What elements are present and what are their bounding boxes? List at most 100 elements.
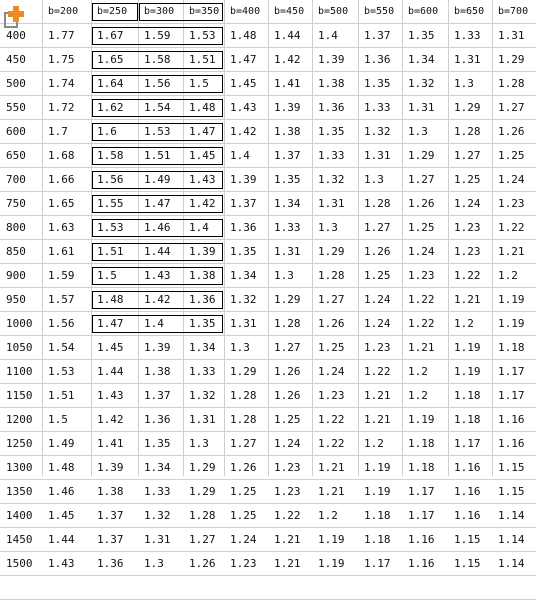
table-cell: 1.64 xyxy=(97,77,124,90)
row-header: 1200 xyxy=(6,413,33,426)
table-cell: 1.38 xyxy=(97,485,124,498)
table-cell: 1.5 xyxy=(189,77,209,90)
table-cell: 1.26 xyxy=(318,317,345,330)
row-header: 1250 xyxy=(6,437,33,450)
table-cell: 1.27 xyxy=(230,437,257,450)
table-cell: 1.16 xyxy=(498,413,525,426)
table-cell: 1.34 xyxy=(230,269,257,282)
table-cell: 1.29 xyxy=(408,149,435,162)
table-cell: 1.24 xyxy=(318,365,345,378)
table-cell: 1.15 xyxy=(454,533,481,546)
table-cell: 1.45 xyxy=(230,77,257,90)
table-cell: 1.31 xyxy=(498,29,525,42)
column-header: b=400 xyxy=(230,6,261,17)
table-cell: 1.35 xyxy=(144,437,171,450)
row-header: 1050 xyxy=(6,341,33,354)
table-cell: 1.31 xyxy=(318,197,345,210)
table-cell: 1.2 xyxy=(318,509,338,522)
table-cell: 1.35 xyxy=(364,77,391,90)
grid-line-vertical xyxy=(224,0,225,476)
table-cell: 1.75 xyxy=(48,53,75,66)
table-cell: 1.48 xyxy=(48,461,75,474)
row-header: 950 xyxy=(6,293,26,306)
table-cell: 1.14 xyxy=(498,509,525,522)
table-cell: 1.32 xyxy=(230,293,257,306)
table-cell: 1.26 xyxy=(274,365,301,378)
table-cell: 1.29 xyxy=(454,101,481,114)
table-cell: 1.17 xyxy=(408,509,435,522)
table-cell: 1.37 xyxy=(364,29,391,42)
table-cell: 1.27 xyxy=(498,101,525,114)
table-cell: 1.77 xyxy=(48,29,75,42)
table-cell: 1.44 xyxy=(48,533,75,546)
table-cell: 1.19 xyxy=(408,413,435,426)
row-highlight-box xyxy=(92,123,223,141)
table-cell: 1.2 xyxy=(408,389,428,402)
row-header: 1150 xyxy=(6,389,33,402)
table-cell: 1.65 xyxy=(97,53,124,66)
table-cell: 1.58 xyxy=(97,149,124,162)
table-cell: 1.57 xyxy=(48,293,75,306)
row-header: 700 xyxy=(6,173,26,186)
table-cell: 1.32 xyxy=(318,173,345,186)
table-cell: 1.31 xyxy=(408,101,435,114)
table-cell: 1.63 xyxy=(48,221,75,234)
table-cell: 1.44 xyxy=(274,29,301,42)
table-cell: 1.23 xyxy=(274,485,301,498)
table-cell: 1.37 xyxy=(230,197,257,210)
table-cell: 1.19 xyxy=(364,461,391,474)
table-cell: 1.45 xyxy=(189,149,216,162)
table-cell: 1.14 xyxy=(498,557,525,570)
table-cell: 1.28 xyxy=(274,317,301,330)
table-cell: 1.31 xyxy=(364,149,391,162)
grid-line-vertical xyxy=(312,0,313,476)
table-cell: 1.48 xyxy=(230,29,257,42)
table-cell: 1.22 xyxy=(318,437,345,450)
table-cell: 1.26 xyxy=(498,125,525,138)
table-cell: 1.15 xyxy=(498,485,525,498)
table-cell: 1.41 xyxy=(97,437,124,450)
table-cell: 1.54 xyxy=(48,341,75,354)
table-cell: 1.34 xyxy=(274,197,301,210)
table-cell: 1.24 xyxy=(364,317,391,330)
table-cell: 1.36 xyxy=(97,557,124,570)
row-highlight-box xyxy=(92,171,223,189)
table-cell: 1.53 xyxy=(144,125,171,138)
table-cell: 1.62 xyxy=(97,101,124,114)
row-header: 1100 xyxy=(6,365,33,378)
table-cell: 1.67 xyxy=(97,29,124,42)
column-header: b=250 xyxy=(97,6,128,17)
table-cell: 1.17 xyxy=(498,389,525,402)
row-highlight-box xyxy=(92,243,223,261)
table-cell: 1.3 xyxy=(230,341,250,354)
table-cell: 1.49 xyxy=(144,173,171,186)
table-cell: 1.26 xyxy=(408,197,435,210)
table-cell: 1.35 xyxy=(189,317,216,330)
table-cell: 1.22 xyxy=(274,509,301,522)
table-cell: 1.23 xyxy=(454,245,481,258)
row-header: 1000 xyxy=(6,317,33,330)
table-cell: 1.21 xyxy=(364,413,391,426)
row-highlight-box xyxy=(92,75,223,93)
row-highlight-box xyxy=(92,219,223,237)
table-cell: 1.19 xyxy=(318,533,345,546)
table-cell: 1.3 xyxy=(274,269,294,282)
table-cell: 1.56 xyxy=(48,317,75,330)
table-cell: 1.16 xyxy=(454,485,481,498)
table-cell: 1.34 xyxy=(189,341,216,354)
table-cell: 1.61 xyxy=(48,245,75,258)
table-cell: 1.36 xyxy=(318,101,345,114)
table-cell: 1.33 xyxy=(318,149,345,162)
table-cell: 1.18 xyxy=(498,341,525,354)
table-cell: 1.42 xyxy=(144,293,171,306)
table-cell: 1.2 xyxy=(364,437,384,450)
table-cell: 1.18 xyxy=(408,437,435,450)
table-cell: 1.19 xyxy=(318,557,345,570)
row-highlight-box xyxy=(92,27,223,45)
table-cell: 1.72 xyxy=(48,101,75,114)
table-cell: 1.43 xyxy=(97,389,124,402)
table-cell: 1.37 xyxy=(97,533,124,546)
table-cell: 1.55 xyxy=(97,197,124,210)
row-highlight-box xyxy=(92,195,223,213)
table-cell: 1.18 xyxy=(408,461,435,474)
